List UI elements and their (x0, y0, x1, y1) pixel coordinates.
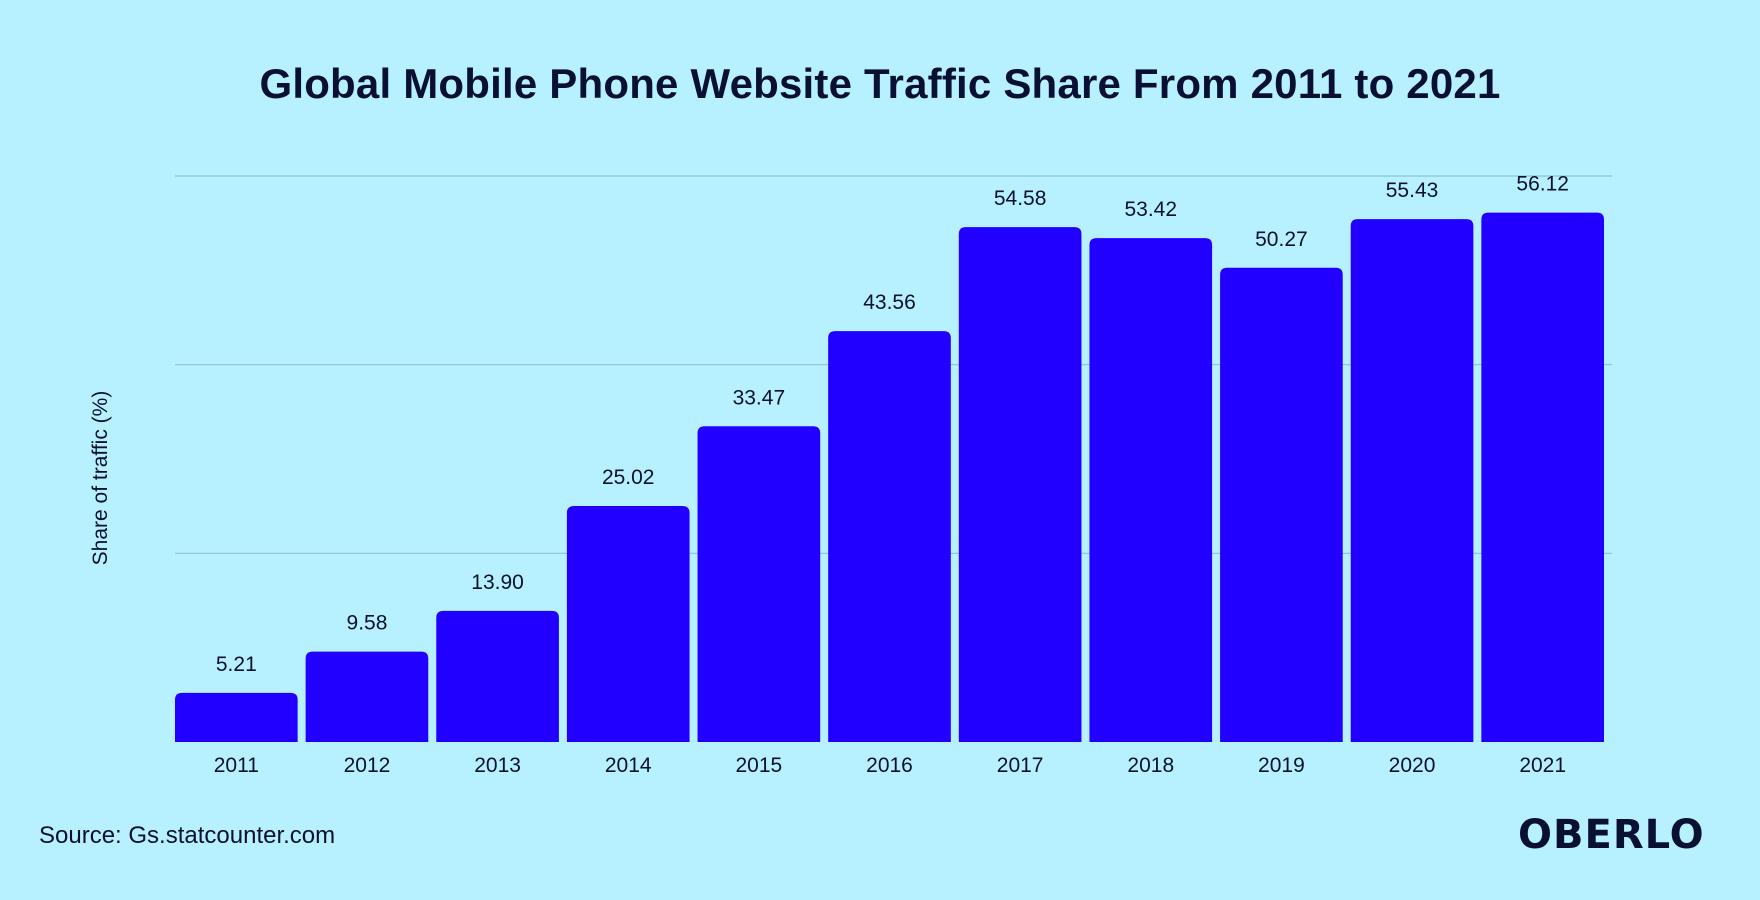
bar-2021 (1481, 212, 1604, 743)
value-label-2017: 54.58 (994, 187, 1047, 210)
y-axis-label: Share of traffic (%) (89, 391, 112, 566)
bar-2019 (1220, 267, 1343, 742)
value-label-2018: 53.42 (1124, 198, 1177, 221)
value-label-2021: 56.12 (1516, 173, 1569, 196)
bar-2014 (566, 505, 690, 742)
x-tick-labels: 2011 2012 2013 2014 2015 2016 2017 2018 2019 2020… (214, 754, 1566, 777)
x-tick-2012: 2012 (344, 754, 391, 777)
x-tick-2019: 2019 (1258, 754, 1305, 777)
value-label-2012: 9.58 (347, 612, 388, 635)
bar-2016 (828, 331, 951, 742)
value-label-2013: 13.90 (471, 571, 524, 594)
bar-2017 (958, 227, 1082, 742)
bar-2011 (175, 692, 298, 742)
value-label-2016: 43.56 (863, 291, 916, 314)
bar-2015 (697, 426, 821, 742)
bar-2012 (305, 651, 429, 742)
bars (175, 212, 1604, 743)
value-labels: 5.21 9.58 13.90 25.02 33.47 43.56 54.58 53.42 50… (216, 173, 1569, 676)
value-label-2014: 25.02 (602, 466, 655, 489)
x-tick-2011: 2011 (214, 754, 259, 777)
x-tick-2015: 2015 (736, 754, 783, 777)
bar-2018 (1089, 238, 1213, 742)
x-tick-2018: 2018 (1127, 754, 1174, 777)
x-tick-2013: 2013 (474, 754, 521, 777)
x-tick-2014: 2014 (605, 754, 652, 777)
x-tick-2016: 2016 (866, 754, 913, 777)
x-tick-2021: 2021 (1519, 754, 1566, 777)
bar-chart: 5.21 9.58 13.90 25.02 33.47 43.56 54.58 53.42 50… (89, 173, 1612, 777)
value-label-2011: 5.21 (216, 653, 257, 676)
value-label-2019: 50.27 (1255, 228, 1308, 251)
oberlo-logo: OBERLO (1518, 812, 1705, 858)
x-tick-2020: 2020 (1389, 754, 1436, 777)
chart-title: Global Mobile Phone Website Traffic Shar… (259, 60, 1501, 107)
source-note: Source: Gs.statcounter.com (39, 822, 336, 849)
value-label-2020: 55.43 (1386, 179, 1439, 202)
value-label-2015: 33.47 (733, 386, 786, 409)
bar-2013 (436, 610, 559, 742)
bar-2020 (1350, 219, 1474, 742)
x-tick-2017: 2017 (997, 754, 1044, 777)
